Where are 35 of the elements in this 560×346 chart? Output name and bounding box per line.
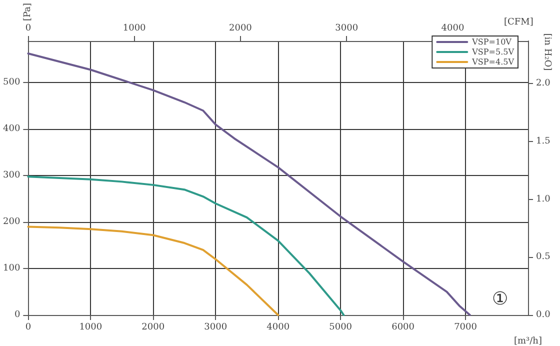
x-tick-label: 2000 (142, 322, 165, 332)
x-tick-label: 6000 (392, 322, 415, 332)
y2-tick-label: 1.5 (536, 136, 551, 146)
y-tick-label: 400 (2, 124, 20, 134)
x-tick-label: 0 (25, 322, 32, 332)
y-axis-title: [Pa] (23, 3, 34, 22)
x2-tick-label: 4000 (441, 23, 464, 34)
x-tick-label: 5000 (329, 322, 352, 332)
y-tick-label: 0 (14, 310, 20, 320)
annotation: ① (492, 288, 508, 310)
line-series (27, 176, 345, 316)
y-tick-label: 200 (2, 217, 20, 228)
x-tick-label: 7000 (454, 322, 478, 332)
x2-tick-label: 1000 (122, 23, 146, 34)
line-series (27, 52, 471, 316)
line-series (27, 226, 280, 316)
x2-axis-title: [CFM] (504, 17, 534, 28)
y-tick-label: 500 (2, 78, 20, 88)
x-axis-title: [m³/h] (514, 336, 542, 346)
x2-tick-label: 0 (25, 23, 32, 34)
x-tick-label: 1000 (79, 322, 102, 332)
y-tick-label: 100 (2, 264, 20, 274)
y2-axis-title: [in H₂O] (542, 33, 552, 71)
x2-tick-label: 2000 (229, 23, 252, 34)
legend-label: VSP=10V (471, 38, 512, 46)
legend-label: VSP=5.5V (471, 48, 514, 56)
y2-tick-label: 0.5 (536, 252, 551, 262)
y2-tick-label: 0.0 (536, 310, 551, 320)
legend-label: VSP=4.5V (471, 58, 514, 66)
x2-tick-label: 3000 (335, 23, 358, 34)
x-tick-label: 4000 (266, 322, 290, 332)
y-tick-label: 300 (2, 170, 20, 181)
y2-tick-label: 2.0 (536, 78, 551, 89)
y2-tick-label: 1.0 (536, 194, 551, 204)
x-tick-label: 3000 (204, 322, 228, 332)
